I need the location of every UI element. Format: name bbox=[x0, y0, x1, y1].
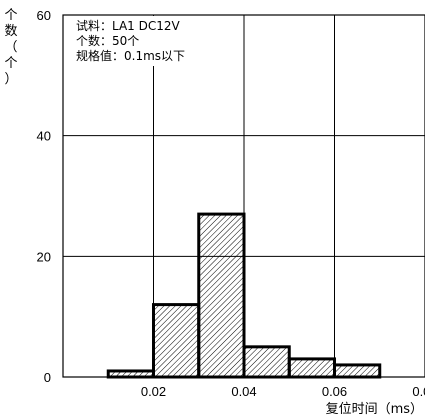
x-axis-label: 复位时间（ms） bbox=[326, 402, 423, 417]
x-tick-label-0: 0.02 bbox=[141, 384, 166, 399]
bars bbox=[106, 212, 382, 379]
histogram-bar-1 bbox=[152, 303, 201, 379]
plot-frame bbox=[62, 14, 425, 378]
y-tick-label-3: 60 bbox=[37, 8, 51, 23]
y-axis-label-char-1: 数 bbox=[4, 24, 17, 39]
histogram-bar-0 bbox=[106, 369, 155, 379]
y-axis-label: 个数（个） bbox=[4, 8, 17, 87]
y-axis-label-char-4: ） bbox=[4, 72, 17, 87]
y-axis-label-char-3: 个 bbox=[4, 56, 17, 71]
sample-info-background bbox=[66, 16, 186, 66]
histogram-bar-4 bbox=[287, 357, 336, 379]
x-tick-labels: 0.02 0.04 0.06 0.08 bbox=[141, 384, 425, 399]
histogram-bar-3 bbox=[242, 345, 291, 379]
sample-info-line-1: 个数：50个 bbox=[76, 33, 139, 48]
y-tick-labels: 0 20 40 60 bbox=[37, 8, 51, 385]
histogram-bar-5 bbox=[333, 363, 382, 379]
y-axis-label-char-0: 个 bbox=[4, 8, 17, 23]
sample-info-line-2: 规格值：0.1ms以下 bbox=[76, 48, 185, 63]
y-tick-label-1: 20 bbox=[37, 249, 51, 264]
x-tick-label-1: 0.04 bbox=[231, 384, 256, 399]
x-tick-label-3: 0.08 bbox=[412, 384, 425, 399]
histogram-bar-2 bbox=[197, 212, 246, 379]
x-tick-label-2: 0.06 bbox=[322, 384, 347, 399]
y-tick-label-0: 0 bbox=[44, 370, 51, 385]
sample-info-line-0: 试料：LA1 DC12V bbox=[76, 18, 181, 33]
y-tick-label-2: 40 bbox=[37, 129, 51, 144]
y-axis-label-char-2: （ bbox=[4, 40, 17, 55]
